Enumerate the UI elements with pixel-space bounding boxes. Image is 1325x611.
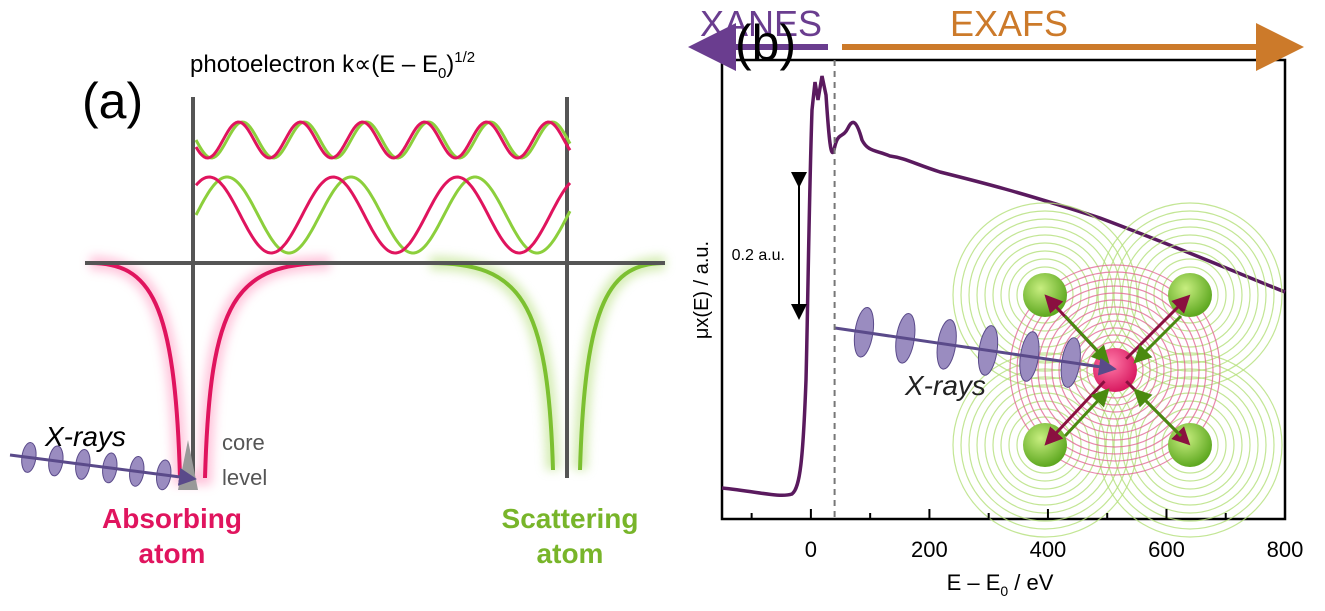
- xray-wave: [9, 442, 197, 491]
- scattering-label: atom: [537, 538, 604, 569]
- green-ring: [1129, 384, 1251, 506]
- wave-label: photoelectron k∝(E – E0)1/2: [190, 49, 475, 82]
- wave: [194, 120, 572, 160]
- green-ring: [1121, 376, 1259, 514]
- green-ring: [1161, 266, 1219, 324]
- scattering-inset: [834, 202, 1283, 538]
- green-ring: [984, 384, 1106, 506]
- green-ring: [1137, 242, 1243, 348]
- wave-label-sub: 0: [438, 65, 446, 82]
- green-ring: [1121, 226, 1259, 364]
- wave-label-close: ): [446, 51, 454, 78]
- core-label: level: [222, 465, 267, 490]
- pink-ring: [1051, 306, 1179, 434]
- wave: [194, 175, 572, 255]
- x-label-sub: 0: [1000, 583, 1008, 599]
- absorbing-label: Absorbing: [102, 503, 242, 534]
- green-ring: [952, 352, 1138, 538]
- x-tick-label: 0: [805, 537, 817, 562]
- x-axis-label: E – E0 / eV: [947, 570, 1054, 599]
- absorbing-well: [89, 261, 331, 479]
- pink-ring: [1058, 313, 1172, 427]
- xray-line: [9, 453, 197, 486]
- photoelectron-waves: [194, 120, 572, 255]
- pink-ring: [1079, 334, 1151, 406]
- green-ring: [1129, 234, 1251, 356]
- xrays-label: X-rays: [904, 370, 986, 401]
- panel-b: XANES EXAFS (b) 0.2 a.u. μx(E) / a.u. E …: [688, 3, 1304, 599]
- green-ring: [1008, 258, 1082, 332]
- wave: [194, 175, 572, 255]
- well-glow: [429, 256, 666, 471]
- green-ring: [984, 234, 1106, 356]
- pink-ring: [1016, 271, 1214, 469]
- pink-ring: [1009, 264, 1221, 476]
- pink-ring: [1044, 299, 1186, 441]
- x-tick-label: 200: [911, 537, 948, 562]
- wave-label-main: photoelectron k∝(E – E: [190, 51, 438, 78]
- x-label-main: E – E: [947, 570, 1001, 595]
- green-ring: [1113, 368, 1267, 522]
- spectrum-curve: [721, 75, 1286, 498]
- x-tick-label: 800: [1267, 537, 1304, 562]
- green-ring: [1145, 250, 1235, 340]
- wave-label-sup: 1/2: [454, 49, 475, 66]
- green-ring: [1161, 416, 1219, 474]
- panel-label: (b): [735, 15, 796, 71]
- green-ring: [1105, 210, 1275, 380]
- green-ring: [1000, 400, 1090, 490]
- green-ring: [1008, 408, 1082, 482]
- x-tick-label: 400: [1030, 537, 1067, 562]
- panel-a: (a) photoelectron k∝(E – E0)1/2 X-rays c…: [9, 49, 666, 569]
- green-ring: [1145, 400, 1235, 490]
- y-axis-label: μx(E) / a.u.: [691, 241, 713, 339]
- return-arrow: [1063, 314, 1110, 364]
- plot-frame: [720, 58, 1287, 521]
- absorbing-label: atom: [139, 538, 206, 569]
- xray-line: [834, 326, 1117, 376]
- green-ring: [952, 202, 1138, 388]
- green-ring: [1137, 392, 1243, 498]
- well-glow: [89, 256, 331, 485]
- panel-label: (a): [82, 73, 143, 129]
- x-label-rest: / eV: [1008, 570, 1054, 595]
- return-arrow: [1063, 388, 1110, 438]
- return-arrow: [1133, 314, 1183, 364]
- green-ring: [1113, 218, 1267, 372]
- x-tick-label: 600: [1148, 537, 1185, 562]
- pink-ring: [1037, 292, 1193, 448]
- scale-bar-label: 0.2 a.u.: [732, 247, 785, 264]
- core-label: core: [222, 430, 265, 455]
- scattering-label: Scattering: [502, 503, 639, 534]
- exafs-label: EXAFS: [950, 3, 1068, 44]
- scattering-well: [429, 261, 666, 471]
- wave: [194, 120, 572, 160]
- green-ring: [1000, 250, 1090, 340]
- green-ring: [1105, 360, 1275, 530]
- xrays-label: X-rays: [44, 421, 126, 452]
- return-arrow: [1133, 388, 1183, 438]
- pink-ring: [1086, 341, 1144, 399]
